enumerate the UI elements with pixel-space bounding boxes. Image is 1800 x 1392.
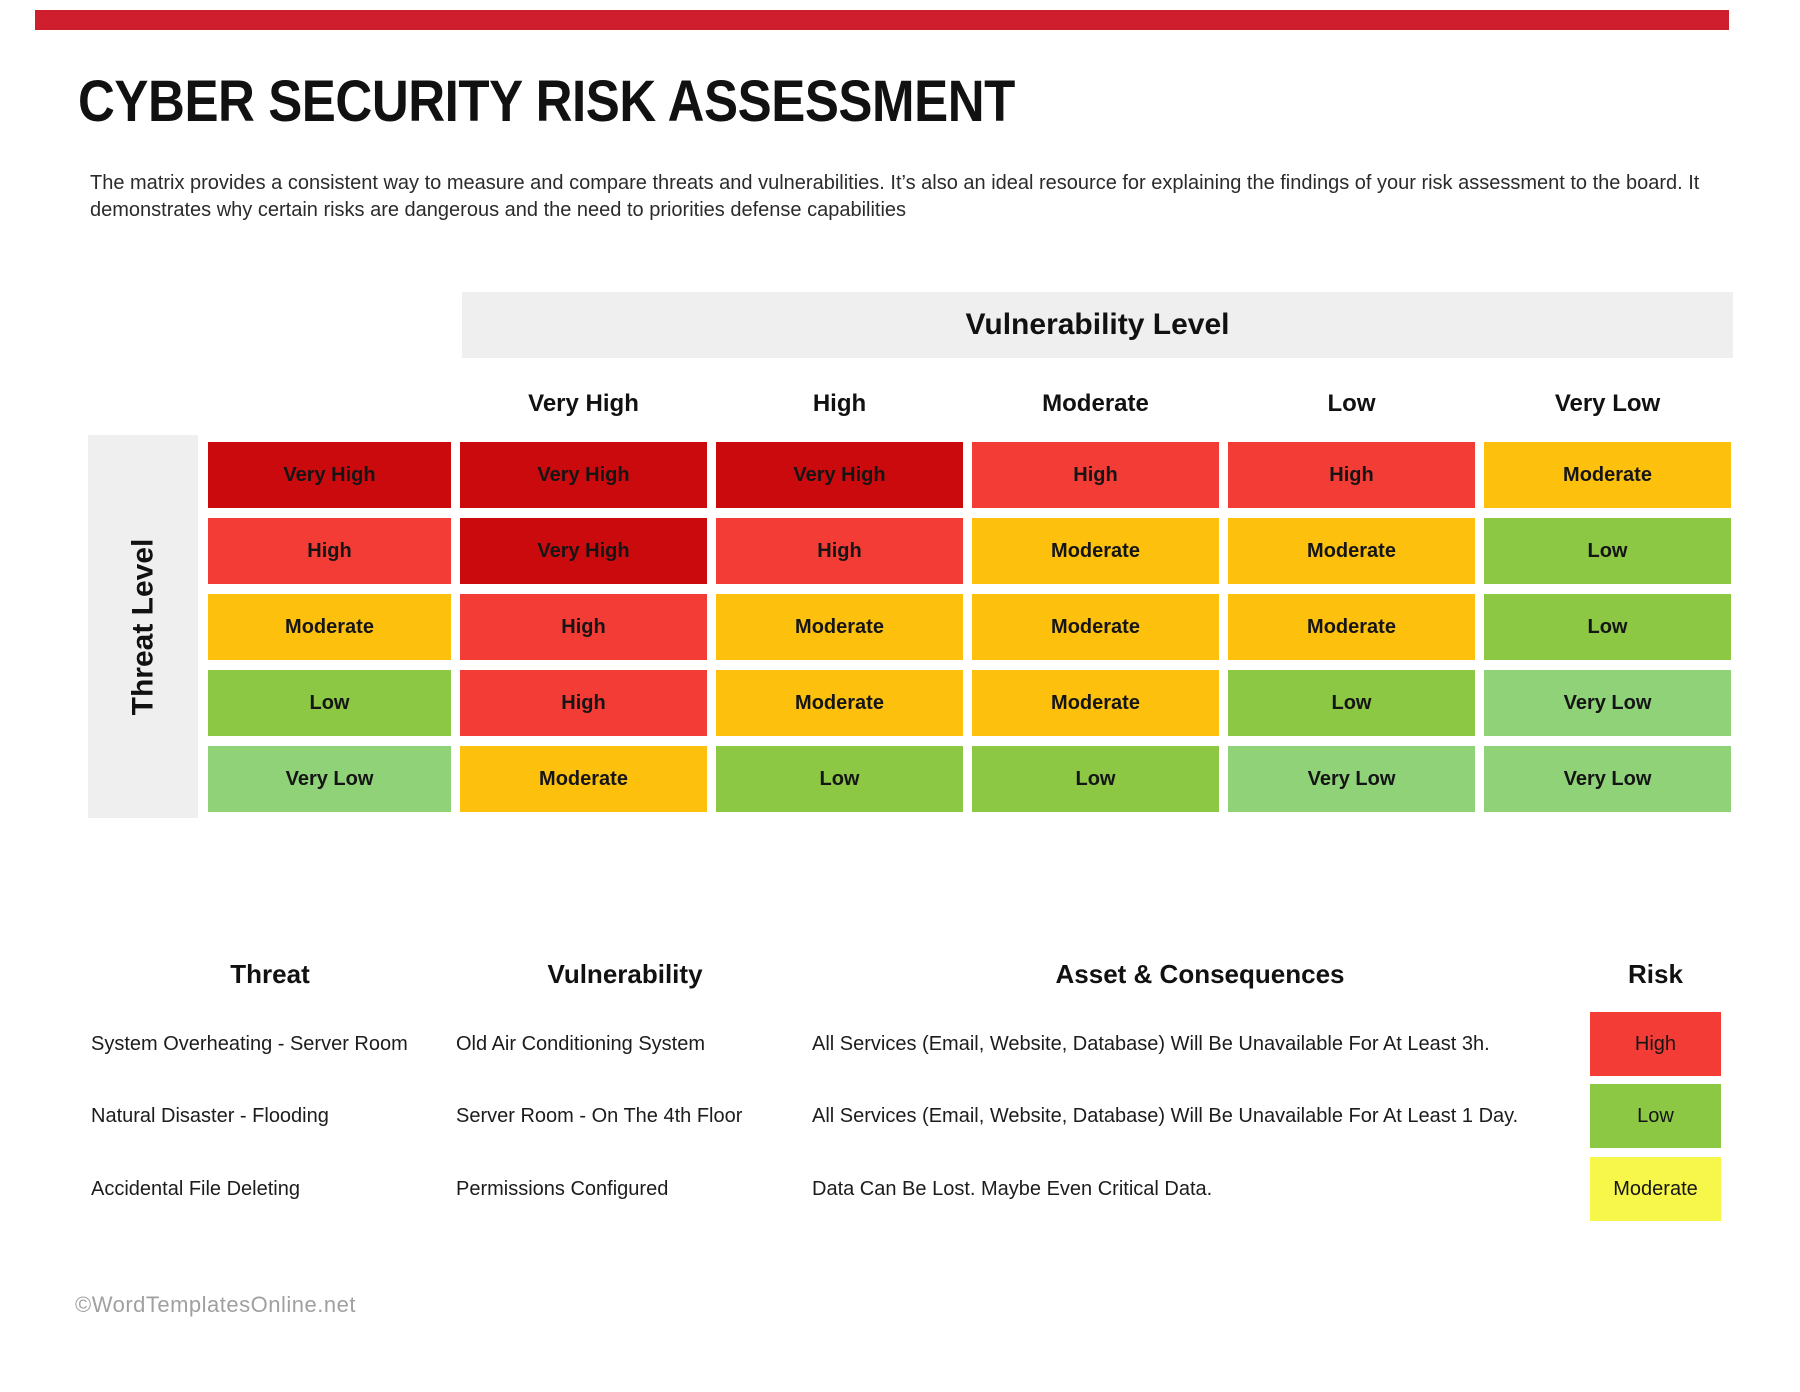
risk-table-row: Accidental File Deleting Permissions Conf… [0, 1157, 1800, 1221]
matrix-cell: High [460, 670, 707, 736]
matrix-column-header: Very Low [1554, 390, 1661, 417]
matrix-cell: Low [1228, 670, 1475, 736]
matrix-cell: High [716, 518, 963, 584]
matrix-column-headers: Very High High Moderate Low Very Low [208, 385, 1731, 423]
matrix-cell: Moderate [1484, 442, 1731, 508]
risk-row-vulnerability: Server Room - On The 4th Floor [456, 1104, 743, 1127]
risk-table-header-threat: Threat [230, 958, 310, 989]
matrix-column-header: Very High [528, 390, 639, 417]
matrix-cell: Very Low [1484, 746, 1731, 812]
risk-row-consequences: Data Can Be Lost. Maybe Even Critical Da… [812, 1177, 1213, 1200]
matrix-cell: High [1228, 442, 1475, 508]
matrix-row-label: Very Low [208, 746, 451, 812]
risk-table-headers: Threat Vulnerability Asset & Consequence… [0, 955, 1800, 993]
risk-table-row: Natural Disaster - Flooding Server Room -… [0, 1084, 1800, 1148]
footer-credit: ©WordTemplatesOnline.net [75, 1292, 356, 1317]
risk-row-vulnerability: Permissions Configured [456, 1177, 669, 1200]
risk-row-consequences: All Services (Email, Website, Database) … [812, 1032, 1490, 1055]
vulnerability-axis-label: Vulnerability Level [965, 308, 1230, 341]
risk-matrix: Very High Very High Very High High High Moder… [208, 442, 1731, 812]
risk-level-badge: High [1590, 1012, 1721, 1076]
risk-table-header-vulnerability: Vulnerability [547, 958, 703, 989]
page-title: CYBER SECURITY RISK ASSESSMENT [78, 69, 1015, 134]
risk-row-threat: System Overheating - Server Room [91, 1032, 408, 1055]
matrix-cell: Moderate [1228, 518, 1475, 584]
matrix-row-label: Low [208, 670, 451, 736]
matrix-cell: Moderate [972, 594, 1219, 660]
matrix-cell: Very High [460, 518, 707, 584]
matrix-row-label: Moderate [208, 594, 451, 660]
matrix-cell: Moderate [716, 594, 963, 660]
matrix-row-label: High [208, 518, 451, 584]
risk-table-header-risk: Risk [1628, 958, 1683, 989]
matrix-cell: Low [716, 746, 963, 812]
threat-axis-label: Threat Level [126, 538, 160, 715]
matrix-cell: Low [1484, 594, 1731, 660]
matrix-cell: Moderate [972, 518, 1219, 584]
matrix-cell: High [972, 442, 1219, 508]
top-accent-bar [35, 10, 1729, 30]
risk-row-threat: Natural Disaster - Flooding [91, 1104, 329, 1127]
risk-row-consequences: All Services (Email, Website, Database) … [812, 1104, 1519, 1127]
matrix-column-header: High [812, 390, 867, 417]
risk-table-row: System Overheating - Server Room Old Air … [0, 1012, 1800, 1076]
risk-level-badge: Moderate [1590, 1157, 1721, 1221]
risk-level-badge: Low [1590, 1084, 1721, 1148]
matrix-cell: Moderate [716, 670, 963, 736]
vulnerability-axis-band: Vulnerability Level [462, 292, 1733, 358]
page-description: The matrix provides a consistent way to … [90, 172, 1700, 221]
matrix-cell: Very Low [1228, 746, 1475, 812]
matrix-cell: Very High [716, 442, 963, 508]
risk-table-header-consequences: Asset & Consequences [1055, 958, 1345, 989]
matrix-row-label: Very High [208, 442, 451, 508]
risk-row-vulnerability: Old Air Conditioning System [456, 1032, 706, 1055]
matrix-cell: Very Low [1484, 670, 1731, 736]
threat-axis-band: Threat Level [88, 435, 198, 818]
matrix-column-header: Low [1327, 390, 1376, 417]
matrix-cell: High [460, 594, 707, 660]
matrix-cell: Low [1484, 518, 1731, 584]
matrix-cell: Very High [460, 442, 707, 508]
matrix-cell: Moderate [1228, 594, 1475, 660]
matrix-cell: Moderate [972, 670, 1219, 736]
matrix-column-header: Moderate [1042, 390, 1149, 417]
matrix-cell: Moderate [460, 746, 707, 812]
risk-row-threat: Accidental File Deleting [91, 1177, 300, 1200]
matrix-cell: Low [972, 746, 1219, 812]
matrix-corner-spacer [208, 385, 451, 423]
